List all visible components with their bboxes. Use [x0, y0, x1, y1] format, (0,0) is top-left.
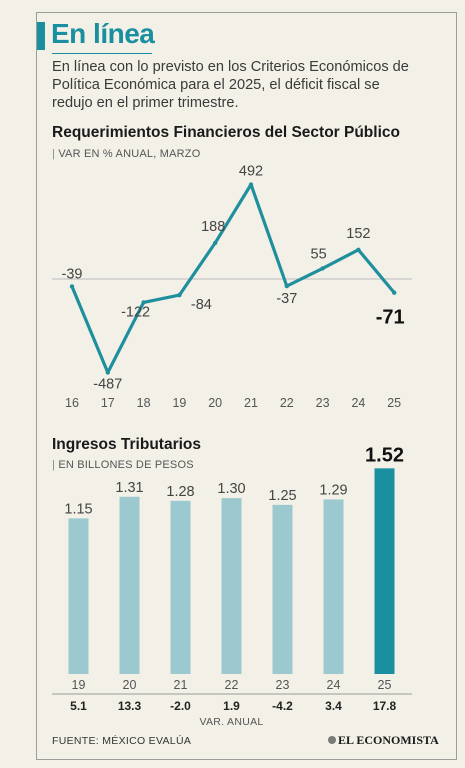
data-label: -84 [191, 297, 212, 313]
data-label: -37 [276, 291, 297, 307]
bar-value-label: 1.52 [365, 444, 404, 466]
data-label: 152 [346, 226, 370, 242]
bar-value-label: 1.25 [268, 488, 296, 504]
intro-text: En línea con lo previsto en los Criterio… [52, 59, 409, 111]
x-tick-label: 22 [225, 678, 239, 692]
annual-change-label: VAR. ANUAL [199, 716, 263, 728]
bar [323, 499, 344, 674]
bar [68, 518, 89, 674]
x-tick-label: 23 [316, 396, 330, 410]
data-point [392, 290, 397, 295]
data-point [320, 266, 325, 271]
bar [221, 498, 242, 674]
annual-change-value: -2.0 [170, 699, 191, 713]
bar-value-label: 1.31 [115, 480, 143, 496]
x-tick-label: 20 [208, 396, 222, 410]
annual-change-value: 17.8 [373, 699, 397, 713]
annual-change-value: 1.9 [223, 699, 240, 713]
x-tick-label: 19 [172, 396, 186, 410]
x-tick-label: 21 [244, 396, 258, 410]
x-tick-label: 24 [351, 396, 365, 410]
title-rule [52, 53, 152, 54]
data-label: 55 [311, 246, 327, 262]
annual-change-value: 3.4 [325, 699, 342, 713]
bar-chart-subtitle: EN BILLONES DE PESOS [52, 459, 194, 471]
data-label: -39 [62, 266, 83, 282]
annual-change-value: 13.3 [118, 699, 142, 713]
line-chart-subtitle: VAR EN % ANUAL, MARZO [52, 148, 200, 160]
series-line [70, 182, 396, 375]
annual-change-value: -4.2 [272, 699, 293, 713]
annual-change-value: 5.1 [70, 699, 87, 713]
bar-value-label: 1.30 [217, 481, 245, 497]
x-tick-label: 17 [101, 396, 115, 410]
data-point [213, 240, 218, 246]
data-point [356, 247, 361, 253]
x-tick-label: 19 [72, 678, 86, 692]
brand-name: EL ECONOMISTA [338, 733, 439, 747]
x-tick-label: 23 [276, 678, 290, 692]
x-tick-label: 18 [137, 396, 151, 410]
data-point [177, 292, 182, 298]
x-tick-label: 20 [123, 678, 137, 692]
brand-mark-icon [328, 736, 336, 744]
data-point [141, 300, 146, 305]
bar-value-label: 1.15 [64, 501, 92, 517]
data-label: 188 [201, 219, 225, 235]
infographic-frame [36, 12, 457, 760]
data-point [248, 182, 254, 187]
data-label: -71 [376, 307, 405, 329]
data-label: -122 [121, 304, 150, 320]
bar-value-label: 1.28 [166, 484, 194, 500]
data-label: -487 [93, 377, 122, 393]
bar-chart-title: Ingresos Tributarios [52, 436, 202, 453]
source-note: FUENTE: MÉXICO EVALÚA [52, 735, 192, 747]
data-point [284, 283, 289, 289]
data-point [69, 284, 75, 289]
bar [119, 496, 140, 674]
x-tick-label: 22 [280, 396, 294, 410]
title-accent-bar [37, 22, 45, 50]
x-tick-label: 24 [327, 678, 341, 692]
publisher-logo: EL ECONOMISTA [328, 733, 439, 748]
x-tick-label: 21 [174, 678, 188, 692]
x-tick-label: 25 [378, 678, 392, 692]
data-point [105, 370, 111, 375]
page-title: En línea [51, 18, 155, 49]
bar [374, 468, 395, 674]
x-tick-label: 25 [387, 396, 401, 410]
bar [170, 500, 191, 674]
line-chart-title: Requerimientos Financieros del Sector Pú… [52, 124, 400, 141]
data-label: 492 [239, 164, 263, 180]
bar [272, 504, 293, 674]
x-tick-label: 16 [65, 396, 79, 410]
bar-value-label: 1.29 [319, 482, 347, 498]
